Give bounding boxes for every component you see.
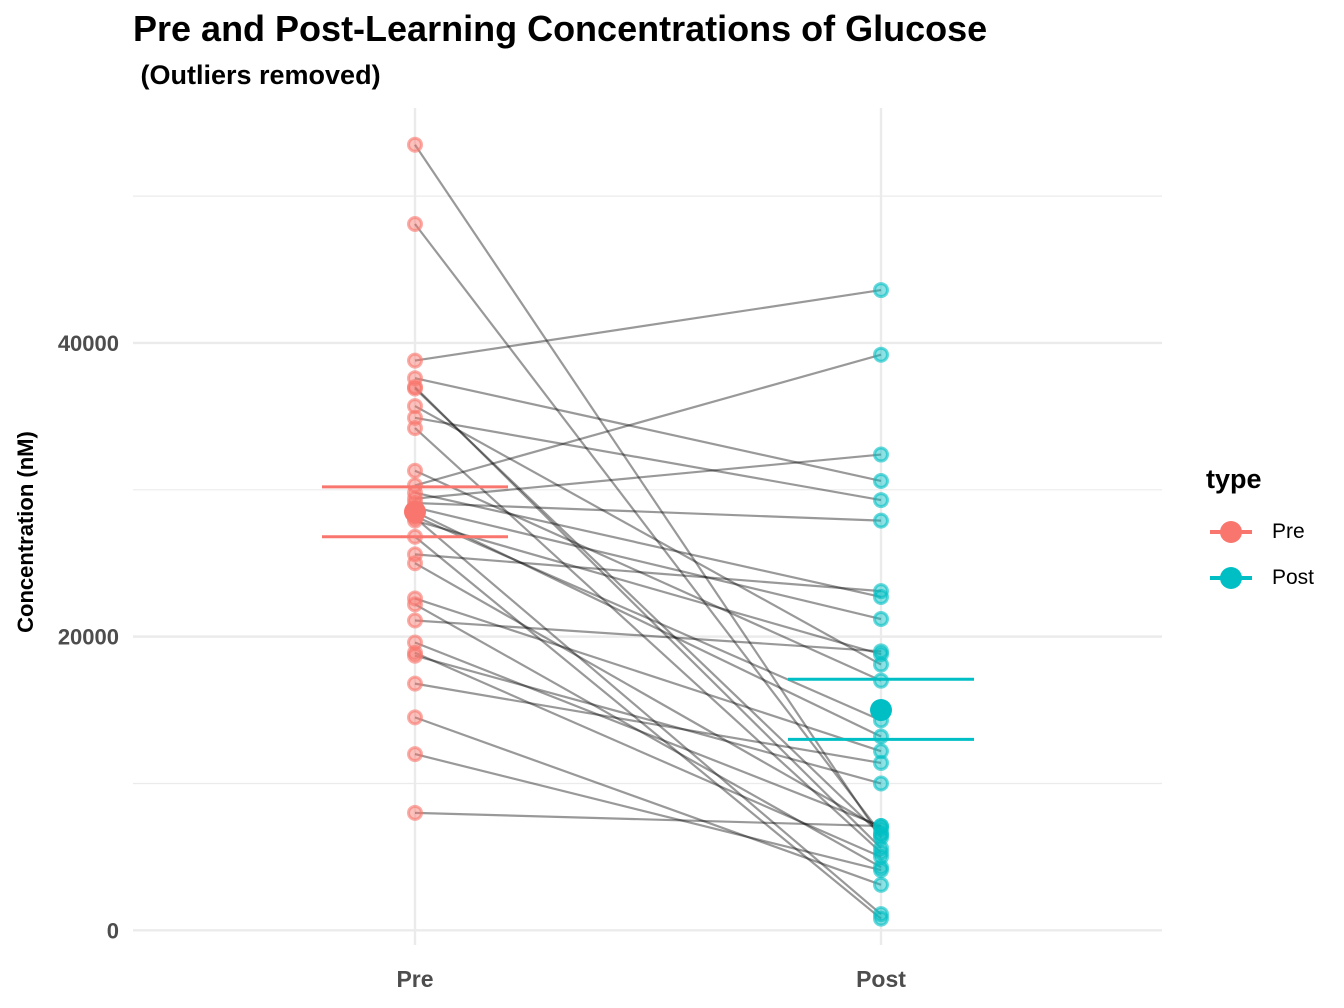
connector-line — [414, 510, 882, 738]
connector-line — [414, 651, 882, 858]
data-point-pre — [407, 596, 423, 613]
connector-line — [414, 223, 882, 835]
data-point-post — [873, 611, 889, 628]
connector-line — [414, 654, 882, 785]
connector-line — [414, 619, 882, 653]
data-point-pre — [407, 216, 423, 233]
connector-line — [414, 562, 882, 830]
data-point-post — [873, 346, 889, 363]
connector-line — [414, 387, 882, 836]
legend: type Pre Post — [1206, 464, 1314, 601]
connector-line — [414, 516, 882, 916]
connector-line — [414, 641, 882, 828]
data-point-post — [873, 754, 889, 771]
data-point-post — [873, 282, 889, 299]
data-point-post — [873, 826, 889, 843]
connector-line — [414, 811, 882, 828]
data-point-pre — [407, 380, 423, 397]
data-point-pre — [407, 612, 423, 629]
data-point-pre — [407, 420, 423, 437]
connector-line — [414, 553, 882, 593]
data-point-pre — [407, 136, 423, 153]
legend-key-dot — [1220, 567, 1242, 589]
data-point-post — [873, 910, 889, 927]
legend-title: type — [1206, 464, 1262, 494]
x-tick-label: Pre — [396, 966, 433, 992]
data-point-post — [873, 472, 889, 489]
legend-key-pre — [1206, 517, 1256, 547]
connector-line — [414, 506, 882, 621]
connector-line — [414, 535, 882, 920]
x-tick-label: Post — [856, 966, 906, 992]
connector-line — [414, 416, 882, 502]
data-point-post — [873, 862, 889, 879]
connector-line — [414, 753, 882, 872]
data-point-pre — [407, 462, 423, 479]
connector-line — [414, 144, 882, 839]
data-point-pre — [407, 675, 423, 692]
data-point-pre — [407, 746, 423, 763]
connector-line — [414, 515, 882, 722]
data-point-pre — [407, 804, 423, 821]
data-point-post — [873, 848, 889, 865]
chart-title: Pre and Post-Learning Concentrations of … — [133, 8, 988, 49]
y-axis-label: Concentration (nM) — [13, 431, 38, 633]
summary-markers — [322, 485, 974, 741]
connector-line — [414, 491, 882, 599]
axis-labels: 0 20000 40000 Pre Post — [58, 331, 906, 992]
connector-line — [414, 597, 882, 753]
legend-item-post: Post — [1206, 555, 1314, 601]
data-point-post — [873, 512, 889, 529]
data-point-pre — [407, 647, 423, 664]
legend-item-pre: Pre — [1206, 509, 1314, 555]
mean-point-post — [870, 699, 892, 722]
connector-line — [414, 453, 882, 500]
data-point-pre — [407, 555, 423, 572]
legend-label-post: Post — [1272, 566, 1315, 589]
mean-point-pre — [404, 500, 426, 523]
data-point-pre — [407, 352, 423, 369]
chart-subtitle: (Outliers removed) — [133, 60, 381, 90]
connector-lines — [414, 144, 882, 920]
data-point-post — [873, 728, 889, 745]
connector-line — [414, 682, 882, 765]
connector-line — [414, 603, 882, 869]
legend-key-post — [1206, 563, 1256, 593]
data-point-post — [873, 646, 889, 663]
connector-line — [414, 353, 882, 487]
data-point-post — [873, 492, 889, 509]
data-point-post — [873, 775, 889, 792]
connector-line — [414, 386, 882, 849]
connector-line — [414, 405, 882, 666]
data-point-pre — [407, 709, 423, 726]
connector-line — [414, 501, 882, 522]
connector-line — [414, 519, 882, 656]
y-tick-label: 0 — [107, 918, 119, 943]
data-point-post — [873, 583, 889, 600]
connector-line — [414, 288, 882, 362]
data-points — [407, 136, 889, 927]
connector-line — [414, 427, 882, 854]
data-point-post — [873, 876, 889, 893]
y-tick-label: 40000 — [58, 331, 119, 356]
connector-line — [414, 469, 882, 682]
legend-label-pre: Pre — [1272, 520, 1305, 543]
connector-line — [414, 716, 882, 886]
connector-line — [414, 377, 882, 483]
y-tick-label: 20000 — [58, 625, 119, 650]
data-point-post — [873, 446, 889, 463]
legend-key-dot — [1220, 521, 1242, 543]
